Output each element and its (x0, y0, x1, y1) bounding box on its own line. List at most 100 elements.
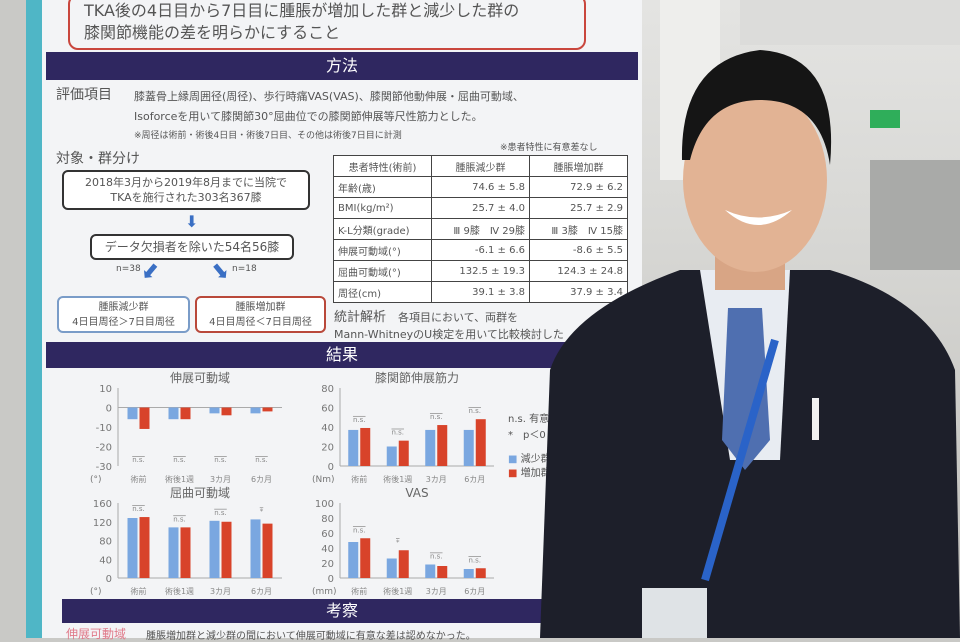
y-tick-label: 0 (106, 574, 112, 585)
y-tick-label: -20 (96, 443, 112, 454)
bar-increase (437, 566, 448, 578)
y-tick-label: 80 (99, 537, 112, 548)
x-tick-label: 術前 (131, 474, 147, 484)
significance-label: n.s. (173, 456, 186, 464)
chart-extension-strength: 膝関節伸展筋力 80 60 40 20 0 (Nm) 術前 n.s. 術後1週 n.s. 3カ月 n.s… (312, 370, 494, 485)
table-header: 患者特性(術前) (333, 155, 432, 177)
table-cell: Ⅲ 9膝 Ⅳ 29膝 (431, 218, 530, 240)
significance-label: n.s. (468, 407, 481, 415)
y-tick-label: 80 (321, 384, 334, 395)
table-cell: K-L分類(grade) (333, 218, 432, 240)
objective-box: TKA後の4日目から7日目に腫脹が増加した群と減少した群の 膝関節機能の差を明ら… (68, 0, 586, 50)
y-tick-label: 0 (106, 404, 112, 415)
legend-ns: n.s. 有意差 (508, 414, 560, 425)
eval-text: Isoforceを用いて膝関節30°屈曲位での膝関節伸展等尺性筋力とした。 (134, 110, 483, 123)
table-note: ※患者特性に有意差なし (500, 143, 598, 153)
significance-label: n.s. (430, 553, 443, 561)
y-tick-label: 80 (321, 514, 334, 525)
group-text: 腫脹増加群 (235, 302, 286, 313)
significance-label: n.s. (173, 515, 186, 523)
bar-decrease (348, 429, 359, 466)
chart-title: VAS (405, 486, 428, 500)
presenter-person (540, 50, 960, 638)
y-tick-label: 60 (321, 529, 334, 540)
bar-increase (221, 407, 232, 416)
x-tick-label: 術前 (351, 474, 367, 484)
y-tick-label: 120 (93, 518, 112, 529)
bar-decrease (209, 407, 220, 414)
bar-increase (398, 440, 409, 466)
x-tick-label: 術後1週 (383, 586, 412, 596)
y-tick-label: 100 (315, 499, 334, 510)
table-cell: 屈曲可動域(°) (333, 260, 432, 282)
flow-text: TKAを施行された303名367膝 (110, 191, 262, 204)
significance-label: n.s. (132, 456, 145, 464)
n-right: n=18 (232, 264, 257, 274)
x-tick-label: 術後1週 (383, 474, 412, 484)
significance-label: n.s. (353, 416, 366, 424)
bar-decrease (127, 518, 138, 578)
bar-increase (180, 407, 191, 420)
significance-label: n.s. (468, 556, 481, 564)
discussion-label: 伸展可動域 (66, 627, 127, 641)
legend-label: 減少群 (520, 454, 551, 465)
y-tick-label: 60 (321, 404, 334, 415)
y-tick-label: 40 (99, 555, 112, 566)
y-tick-label: 10 (99, 384, 112, 395)
n-left: n=38 (116, 264, 141, 274)
discussion-text: 腫脹増加群と減少群の間において伸展可動域に有意な差は認めなかった。 (146, 631, 476, 642)
bar-decrease (168, 407, 179, 420)
y-unit-label: (°) (90, 475, 102, 485)
y-unit-label: (Nm) (312, 475, 335, 485)
legend-swatch: ■ (508, 468, 518, 479)
table-header-row: 患者特性(術前) 腫脹減少群 腫脹増加群 (333, 155, 628, 177)
table-cell: 74.6 ± 5.8 (431, 176, 530, 198)
y-unit-label: (mm) (312, 587, 337, 597)
objective-line: 膝関節機能の差を明らかにすること (84, 23, 341, 42)
y-tick-label: -10 (96, 423, 112, 434)
table-cell: 周径(cm) (333, 281, 432, 303)
y-tick-label: 20 (321, 443, 334, 454)
x-tick-label: 6カ月 (251, 587, 272, 596)
bar-decrease (386, 558, 397, 578)
group-text: 4日目周径＞7日目周径 (72, 317, 175, 328)
y-tick-label: 20 (321, 559, 334, 570)
x-tick-label: 6カ月 (251, 475, 272, 484)
group-decrease-box: 腫脹減少群 4日目周径＞7日目周径 (57, 296, 190, 333)
table-cell: 25.7 ± 4.0 (431, 197, 530, 219)
chart-title: 屈曲可動域 (170, 486, 230, 500)
stats-text: Mann-WhitneyのU検定を用いて比較検討した (334, 328, 564, 341)
eval-note: ※周径は術前・術後4日目・術後7日目、その他は術後7日目に計測 (134, 131, 402, 141)
x-tick-label: 術後1週 (165, 474, 194, 484)
x-tick-label: 6カ月 (464, 475, 485, 484)
bar-decrease (250, 407, 261, 414)
lanyard (701, 338, 779, 582)
legend-decrease: ■ 減少群 (508, 450, 551, 465)
x-tick-label: 術前 (131, 586, 147, 596)
x-tick-label: 3カ月 (426, 475, 447, 484)
table-row: 周径(cm) 39.1 ± 3.8 37.9 ± 3.4 (333, 281, 628, 303)
patient-characteristics-table: 患者特性(術前) 腫脹減少群 腫脹増加群 年齢(歳) 74.6 ± 5.8 72.9… (333, 155, 628, 303)
bar-increase (262, 523, 273, 578)
table-cell: 年齢(歳) (333, 176, 432, 198)
bar-decrease (463, 569, 474, 578)
bar-decrease (463, 429, 474, 466)
chart-title: 伸展可動域 (170, 371, 230, 385)
stats-text: 各項目において、両群を (398, 311, 519, 324)
flow-box-excluded: データ欠損者を除いた54名56膝 (90, 234, 294, 260)
results-header: 結果 (46, 342, 638, 368)
eval-text: 膝蓋骨上縁周囲径(周径)、歩行時痛VAS(VAS)、膝関節他動伸展・屈曲可動域、 (134, 90, 524, 103)
hair (681, 50, 832, 165)
stats-label: 統計解析 (334, 310, 387, 325)
table-cell: 39.1 ± 3.8 (431, 281, 530, 303)
bar-increase (475, 568, 486, 578)
significance-label: n.s. (214, 509, 227, 517)
methods-header: 方法 (46, 52, 638, 80)
table-cell: BMI(kg/m²) (333, 197, 432, 219)
x-tick-label: 3カ月 (210, 475, 231, 484)
bar-increase (139, 517, 150, 578)
y-tick-label: 0 (328, 574, 334, 585)
bar-increase (221, 521, 232, 578)
table-row: K-L分類(grade) Ⅲ 9膝 Ⅳ 29膝 Ⅲ 3膝 Ⅳ 15膝 (333, 218, 628, 240)
chart-flexion-rom: 屈曲可動域 160 120 80 40 0 (°) 術前 n.s. 術後1週 n.s. 3カ月 n.s.… (90, 486, 282, 597)
